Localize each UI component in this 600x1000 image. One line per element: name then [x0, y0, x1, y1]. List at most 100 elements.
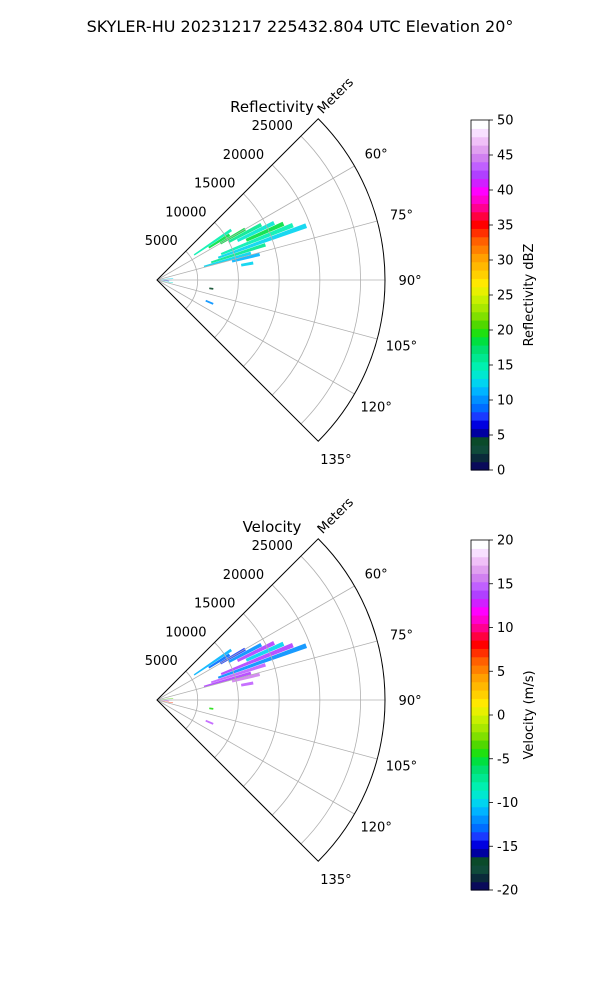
range-tick-label: 15000: [194, 177, 235, 192]
colorbar-swatch: [471, 831, 489, 841]
colorbar-swatch: [471, 823, 489, 833]
colorbar-swatch: [471, 203, 489, 213]
sector-frame: [156, 538, 386, 862]
colorbar-swatch: [471, 295, 489, 304]
colorbar-swatch: [471, 606, 489, 616]
echo-gate: [205, 299, 214, 305]
colorbar-swatch: [471, 815, 489, 824]
colorbar-tick-label: 20: [497, 534, 514, 549]
colorbar-swatch: [471, 848, 489, 858]
echo-gate: [205, 719, 214, 725]
azimuth-spoke: [156, 165, 355, 281]
colorbar-swatch: [471, 261, 489, 271]
echo-gate: [240, 261, 254, 267]
echo-gate: [160, 280, 174, 284]
range-tick-label: 5000: [145, 234, 178, 249]
colorbar-swatch: [471, 195, 489, 204]
echo-gate: [209, 287, 214, 290]
colorbar-swatch: [471, 178, 489, 188]
azimuth-spoke: [156, 585, 355, 701]
colorbar-swatch: [471, 548, 489, 558]
colorbar-swatch: [471, 403, 489, 413]
colorbar-tick-label: -10: [497, 796, 518, 811]
colorbar-swatch: [471, 220, 489, 229]
colorbar-swatch: [471, 673, 489, 683]
colorbar-swatch: [471, 656, 489, 666]
colorbar-swatch: [471, 865, 489, 874]
sector-frame: [156, 118, 386, 442]
echo-gate: [228, 222, 263, 243]
echo-gate: [208, 233, 231, 249]
colorbar-swatch: [471, 211, 489, 221]
azimuth-tick-label: 120°: [361, 821, 392, 836]
colorbar-label: Velocity (m/s): [522, 670, 537, 759]
azimuth-tick-label: 135°: [320, 873, 351, 888]
colorbar-swatch: [471, 161, 489, 171]
azimuth-tick-label: 135°: [320, 453, 351, 468]
colorbar-swatch: [471, 336, 489, 346]
echo-gate: [161, 698, 174, 700]
colorbar-tick-label: 20: [497, 324, 514, 339]
colorbar-swatch: [471, 731, 489, 741]
colorbar-swatch: [471, 640, 489, 649]
echo-layer: [160, 641, 308, 725]
azimuth-tick-label: 90°: [399, 694, 422, 709]
colorbar-swatch: [471, 445, 489, 454]
colorbar-swatch: [471, 590, 489, 599]
colorbar-swatch: [471, 873, 489, 883]
colorbar-tick-label: -15: [497, 840, 518, 855]
colorbar-swatch: [471, 453, 489, 463]
colorbar-swatch: [471, 623, 489, 633]
colorbar-swatch: [471, 665, 489, 674]
echo-gate: [236, 641, 275, 663]
colorbar-tick-label: 0: [497, 464, 505, 479]
colorbar-swatch: [471, 353, 489, 363]
colorbar-swatch: [471, 136, 489, 146]
range-tick-label: 10000: [165, 205, 206, 220]
colorbar-swatch: [471, 690, 489, 699]
colorbar-swatch: [471, 461, 489, 471]
azimuth-spoke: [156, 699, 355, 815]
colorbar-swatch: [471, 756, 489, 766]
colorbar-swatch: [471, 411, 489, 421]
colorbar: -20 -15 -10 -5 0 5 10 15 20 Velocity (m/s): [470, 534, 537, 899]
colorbar-swatch: [471, 790, 489, 799]
range-tick-label: 20000: [223, 568, 264, 583]
colorbar-swatch: [471, 378, 489, 388]
colorbar-swatch: [471, 856, 489, 866]
echo-gate: [193, 228, 233, 256]
azimuth-spoke: [156, 279, 355, 395]
colorbar-swatch: [471, 698, 489, 708]
panel-title: Velocity: [243, 518, 302, 536]
echo-gate: [245, 641, 285, 662]
colorbar-tick-label: 50: [497, 114, 514, 129]
range-tick-label: 5000: [145, 654, 178, 669]
echo-gate: [203, 251, 252, 268]
colorbar-swatch: [471, 370, 489, 379]
colorbar-swatch: [471, 840, 489, 849]
figure-title: SKYLER-HU 20231217 225432.804 UTC Elevat…: [87, 17, 514, 36]
colorbar-swatch: [471, 311, 489, 321]
echo-gate: [231, 252, 261, 263]
echo-gate: [210, 663, 266, 684]
colorbar-swatch: [471, 420, 489, 429]
colorbar-tick-label: 15: [497, 577, 514, 592]
range-axis-label: Meters: [315, 75, 357, 117]
echo-gate: [209, 707, 214, 710]
echo-gate: [210, 243, 266, 264]
azimuth-spoke: [156, 220, 378, 281]
colorbar-swatch: [471, 120, 489, 129]
colorbar-swatch: [471, 145, 489, 154]
colorbar-swatch: [471, 723, 489, 733]
echo-gate: [217, 643, 308, 679]
colorbar-swatch: [471, 245, 489, 254]
azimuth-spoke: [156, 279, 378, 340]
azimuth-spoke: [156, 640, 378, 701]
echo-gate: [220, 642, 294, 676]
colorbar-tick-label: 35: [497, 219, 514, 234]
colorbar-swatch: [471, 540, 489, 549]
colorbar-swatch: [471, 748, 489, 758]
echo-gate: [231, 672, 261, 683]
echo-gate: [161, 700, 170, 702]
colorbar-swatch: [471, 395, 489, 404]
